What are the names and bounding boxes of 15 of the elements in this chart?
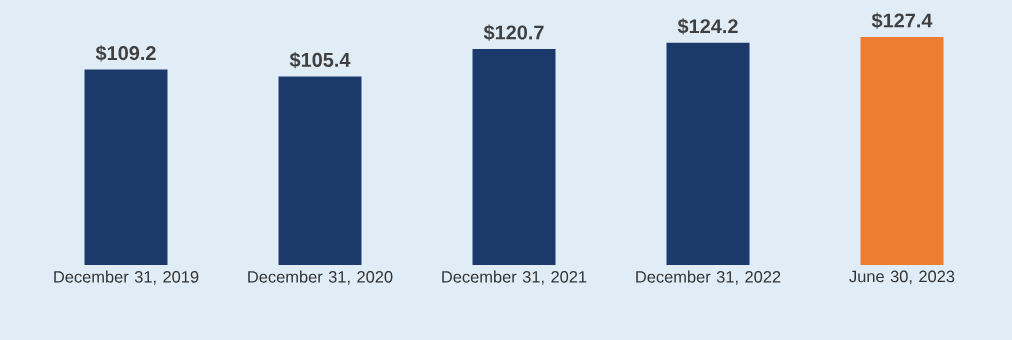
data-label: $124.2 [677,18,738,35]
data-label: $109.2 [95,45,156,62]
bar [278,76,362,266]
data-label: $105.4 [289,51,351,69]
bar [84,69,168,266]
x-tick-label: December 31, 2021 [442,270,587,285]
data-label: $120.7 [483,24,544,41]
bar [666,42,750,266]
x-tick-label: December 31, 2019 [54,270,199,285]
x-tick-label: December 31, 2020 [248,270,393,285]
bar [860,37,944,266]
x-tick-label: June 30, 2023 [849,270,955,285]
x-tick-label: December 31, 2022 [636,270,781,285]
bar [472,48,556,266]
data-label: $127.4 [871,12,933,29]
